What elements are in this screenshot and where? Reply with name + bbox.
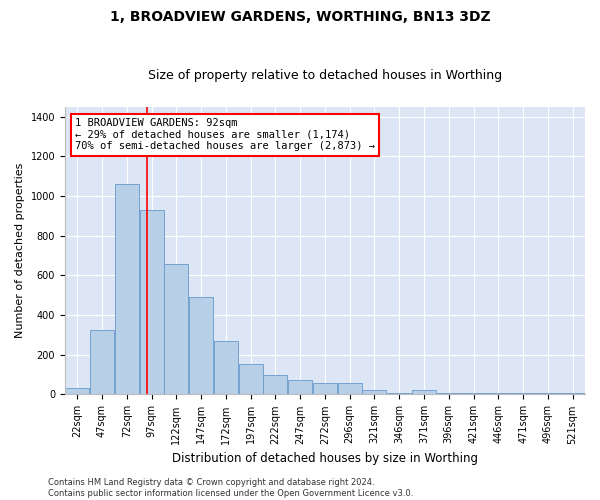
Bar (362, 390, 386, 394)
Title: Size of property relative to detached houses in Worthing: Size of property relative to detached ho… (148, 69, 502, 82)
X-axis label: Distribution of detached houses by size in Worthing: Distribution of detached houses by size … (172, 452, 478, 465)
Y-axis label: Number of detached properties: Number of detached properties (15, 163, 25, 338)
Bar (164, 264, 188, 394)
Text: Contains HM Land Registry data © Crown copyright and database right 2024.
Contai: Contains HM Land Registry data © Crown c… (48, 478, 413, 498)
Bar (65, 388, 89, 394)
Bar (115, 184, 139, 394)
Bar (90, 330, 114, 394)
Bar (140, 210, 164, 394)
Text: 1, BROADVIEW GARDENS, WORTHING, BN13 3DZ: 1, BROADVIEW GARDENS, WORTHING, BN13 3DZ (110, 10, 490, 24)
Bar (189, 297, 213, 394)
Bar (263, 374, 287, 394)
Bar (239, 364, 263, 394)
Bar (288, 380, 312, 394)
Bar (313, 382, 337, 394)
Bar (338, 382, 362, 394)
Text: 1 BROADVIEW GARDENS: 92sqm
← 29% of detached houses are smaller (1,174)
70% of s: 1 BROADVIEW GARDENS: 92sqm ← 29% of deta… (76, 118, 376, 152)
Bar (412, 390, 436, 394)
Bar (214, 341, 238, 394)
